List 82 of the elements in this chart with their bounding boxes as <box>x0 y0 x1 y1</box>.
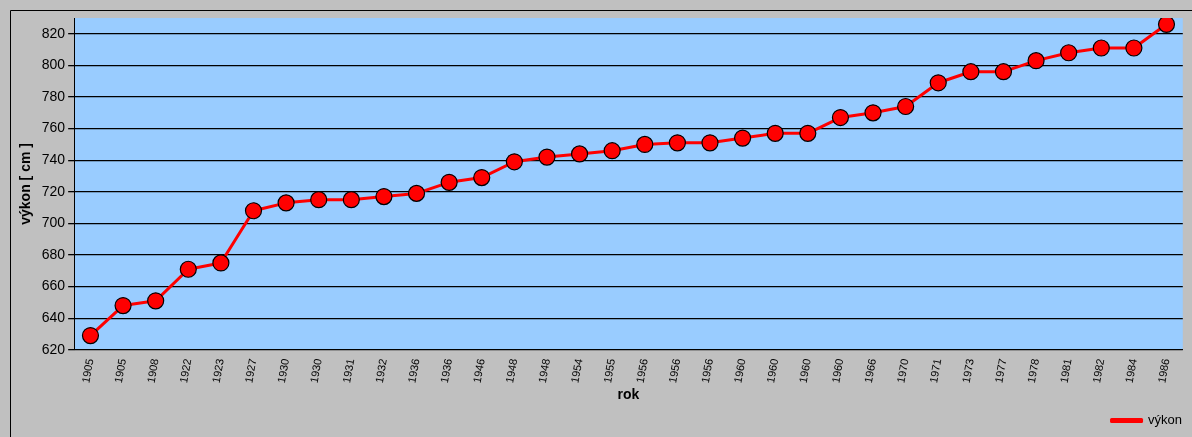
y-tick-label: 820 <box>41 24 66 41</box>
y-tick-label: 740 <box>41 151 66 168</box>
point <box>473 168 491 187</box>
x-tick-label: 1973 <box>959 357 976 384</box>
x-tick-label: 1954 <box>568 357 585 384</box>
point <box>147 292 165 310</box>
point <box>799 124 817 142</box>
y-tick-label: 800 <box>41 56 66 73</box>
point <box>81 326 100 345</box>
point <box>668 134 686 152</box>
point <box>310 191 328 209</box>
point <box>897 97 915 116</box>
y-tick-label: 700 <box>41 214 66 231</box>
legend-label: výkon <box>1148 412 1183 428</box>
x-tick-label: 1956 <box>698 357 715 384</box>
y-tick-label: 720 <box>41 182 66 199</box>
point <box>407 184 426 202</box>
x-tick-label: 1930 <box>274 357 292 384</box>
x-tick-label: 1966 <box>861 357 878 384</box>
x-tick-label: 1936 <box>438 357 455 384</box>
point <box>1060 44 1078 62</box>
point <box>440 173 458 191</box>
point <box>831 108 850 127</box>
x-tick-label: 1960 <box>764 357 781 384</box>
point <box>994 63 1013 81</box>
y-axis-title: výkon [ cm ] <box>17 143 34 225</box>
x-tick-label: 1986 <box>1155 357 1172 384</box>
x-tick-label: 1982 <box>1090 357 1107 384</box>
point <box>375 187 393 206</box>
x-tick-label: 1922 <box>177 357 194 384</box>
x-tick-label: 1955 <box>601 357 618 384</box>
point <box>114 296 132 315</box>
point <box>962 63 980 81</box>
point <box>734 129 752 147</box>
x-tick-label: 1971 <box>927 357 944 384</box>
point <box>538 148 556 166</box>
x-tick-label: 1946 <box>470 357 487 384</box>
y-tick-label: 640 <box>41 309 66 326</box>
x-tick-label: 1960 <box>829 357 846 384</box>
x-tick-label: 1908 <box>144 357 161 384</box>
point <box>505 153 523 171</box>
point <box>766 124 784 142</box>
x-tick-label: 1923 <box>209 357 226 384</box>
x-tick-label: 1932 <box>372 357 389 384</box>
point <box>603 142 621 160</box>
point <box>864 104 882 122</box>
point <box>1092 39 1110 57</box>
point <box>342 191 360 209</box>
x-tick-label: 1956 <box>666 357 683 384</box>
x-tick-label: 1905 <box>111 357 129 384</box>
point <box>636 135 654 153</box>
point <box>570 145 589 163</box>
y-tick-label: 780 <box>41 87 66 104</box>
point <box>277 194 295 212</box>
point <box>1027 52 1045 70</box>
point <box>1157 18 1176 33</box>
point <box>244 202 263 220</box>
x-tick-label: 1970 <box>894 357 911 384</box>
x-tick-label: 1978 <box>1024 357 1042 384</box>
x-tick-label: 1960 <box>731 357 748 384</box>
x-tick-label: 1984 <box>1122 357 1139 384</box>
y-tick-label: 760 <box>41 119 66 136</box>
x-tick-label: 1948 <box>503 357 520 384</box>
x-tick-label: 1981 <box>1057 357 1074 384</box>
point <box>701 134 719 152</box>
x-axis-title: rok <box>617 386 640 403</box>
point <box>1125 39 1143 57</box>
x-tick-label: 1931 <box>340 357 357 384</box>
x-tick-label: 1960 <box>796 357 813 384</box>
x-tick-label: 1930 <box>307 357 324 384</box>
point <box>179 260 197 278</box>
y-tick-label: 660 <box>41 277 66 294</box>
y-tick-label: 620 <box>41 340 66 357</box>
x-tick-label: 1977 <box>992 357 1009 384</box>
y-tick-label: 680 <box>41 245 66 262</box>
point <box>212 254 230 272</box>
x-tick-label: 1956 <box>633 357 650 384</box>
x-tick-label: 1927 <box>242 357 259 384</box>
x-tick-label: 1936 <box>405 357 422 384</box>
x-tick-label: 1948 <box>535 357 552 384</box>
point <box>929 74 947 92</box>
x-tick-label: 1905 <box>79 357 96 384</box>
